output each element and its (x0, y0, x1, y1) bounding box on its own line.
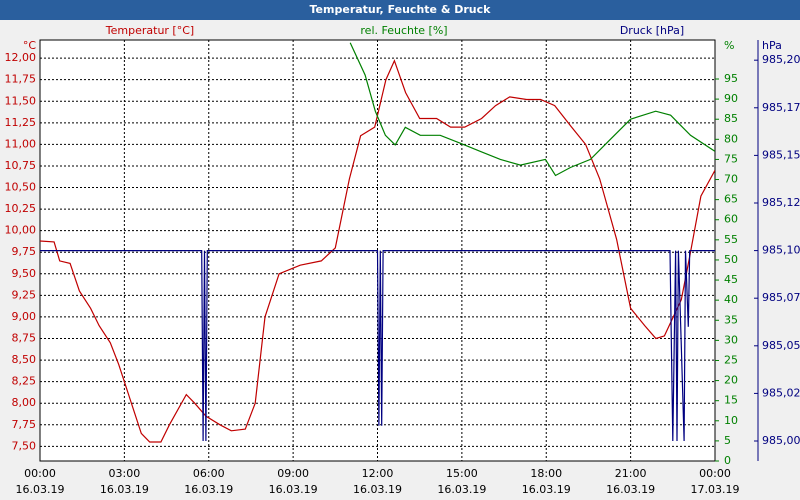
y2-tick-label: 30 (724, 333, 738, 346)
y2-tick-label: 45 (724, 273, 738, 286)
y2-tick-label: 75 (724, 152, 738, 165)
x-tick-label: 00:00 (24, 467, 56, 480)
y-tick-label: 10,50 (5, 181, 37, 194)
y-tick-label: 7,50 (12, 439, 37, 452)
y3-tick-label: 985,02 (762, 386, 800, 399)
x-tick-label: 18:00 (530, 467, 562, 480)
x-tick-label: 12:00 (362, 467, 394, 480)
y3-tick-label: 985,15 (762, 148, 800, 161)
x-tick-label: 00:00 (699, 467, 731, 480)
y2-tick-label: 0 (724, 454, 731, 467)
y2-tick-label: 40 (724, 293, 738, 306)
x-tick-date: 16.03.19 (184, 483, 233, 496)
y2-tick-label: 25 (724, 353, 738, 366)
y3-unit: hPa (762, 39, 782, 52)
chart-title: Temperatur, Feuchte & Druck (310, 3, 492, 16)
title-bar (0, 0, 800, 20)
y2-tick-label: 95 (724, 72, 738, 85)
y2-tick-label: 20 (724, 374, 738, 387)
x-tick-date: 16.03.19 (437, 483, 486, 496)
y-tick-label: 8,50 (12, 353, 37, 366)
y3-tick-label: 985,00 (762, 434, 800, 447)
x-tick-label: 09:00 (277, 467, 309, 480)
y-tick-label: 8,00 (12, 396, 37, 409)
y3-tick-label: 985,07 (762, 291, 800, 304)
y-tick-label: 8,25 (12, 375, 37, 388)
y2-tick-label: 85 (724, 112, 738, 125)
series-line (40, 59, 715, 443)
y-tick-label: 9,00 (12, 310, 37, 323)
x-tick-label: 06:00 (193, 467, 225, 480)
y2-tick-label: 50 (724, 253, 738, 266)
y2-unit: % (724, 39, 734, 52)
y2-tick-label: 35 (724, 313, 738, 326)
y3-tick-label: 985,20 (762, 53, 800, 66)
legend-entry: rel. Feuchte [%] (360, 24, 447, 37)
y2-tick-label: 60 (724, 213, 738, 226)
y-tick-label: 10,25 (5, 202, 37, 215)
series-line (40, 250, 715, 442)
y2-tick-label: 90 (724, 92, 738, 105)
y3-tick-label: 985,12 (762, 196, 800, 209)
y2-tick-label: 5 (724, 434, 731, 447)
x-tick-date: 17.03.19 (691, 483, 740, 496)
y-tick-label: 12,00 (5, 51, 37, 64)
y-tick-label: 7,75 (12, 418, 37, 431)
y2-tick-label: 10 (724, 414, 738, 427)
y-tick-label: 9,75 (12, 245, 37, 258)
x-tick-label: 03:00 (109, 467, 141, 480)
y2-tick-label: 80 (724, 132, 738, 145)
y-tick-label: 11,00 (5, 137, 37, 150)
x-tick-date: 16.03.19 (269, 483, 318, 496)
x-tick-date: 16.03.19 (606, 483, 655, 496)
series-line (349, 42, 715, 177)
y2-tick-label: 55 (724, 233, 738, 246)
x-tick-label: 15:00 (446, 467, 478, 480)
y-tick-label: 9,50 (12, 267, 37, 280)
x-tick-date: 16.03.19 (353, 483, 402, 496)
legend-entry: Temperatur [°C] (105, 24, 194, 37)
y2-tick-label: 70 (724, 173, 738, 186)
y-unit: °C (23, 39, 37, 52)
y3-tick-label: 985,05 (762, 339, 800, 352)
x-tick-date: 16.03.19 (522, 483, 571, 496)
y2-tick-label: 65 (724, 193, 738, 206)
y-tick-label: 10,75 (5, 159, 37, 172)
x-tick-label: 21:00 (615, 467, 647, 480)
legend-entry: Druck [hPa] (620, 24, 684, 37)
y-tick-label: 11,50 (5, 94, 37, 107)
y-tick-label: 11,25 (5, 116, 37, 129)
y3-tick-label: 985,17 (762, 101, 800, 114)
y-tick-label: 8,75 (12, 331, 37, 344)
y-tick-label: 11,75 (5, 73, 37, 86)
y2-tick-label: 15 (724, 394, 738, 407)
x-tick-date: 16.03.19 (100, 483, 149, 496)
x-tick-date: 16.03.19 (16, 483, 65, 496)
y3-tick-label: 985,10 (762, 244, 800, 257)
y-tick-label: 9,25 (12, 288, 37, 301)
y-tick-label: 10,00 (5, 224, 37, 237)
